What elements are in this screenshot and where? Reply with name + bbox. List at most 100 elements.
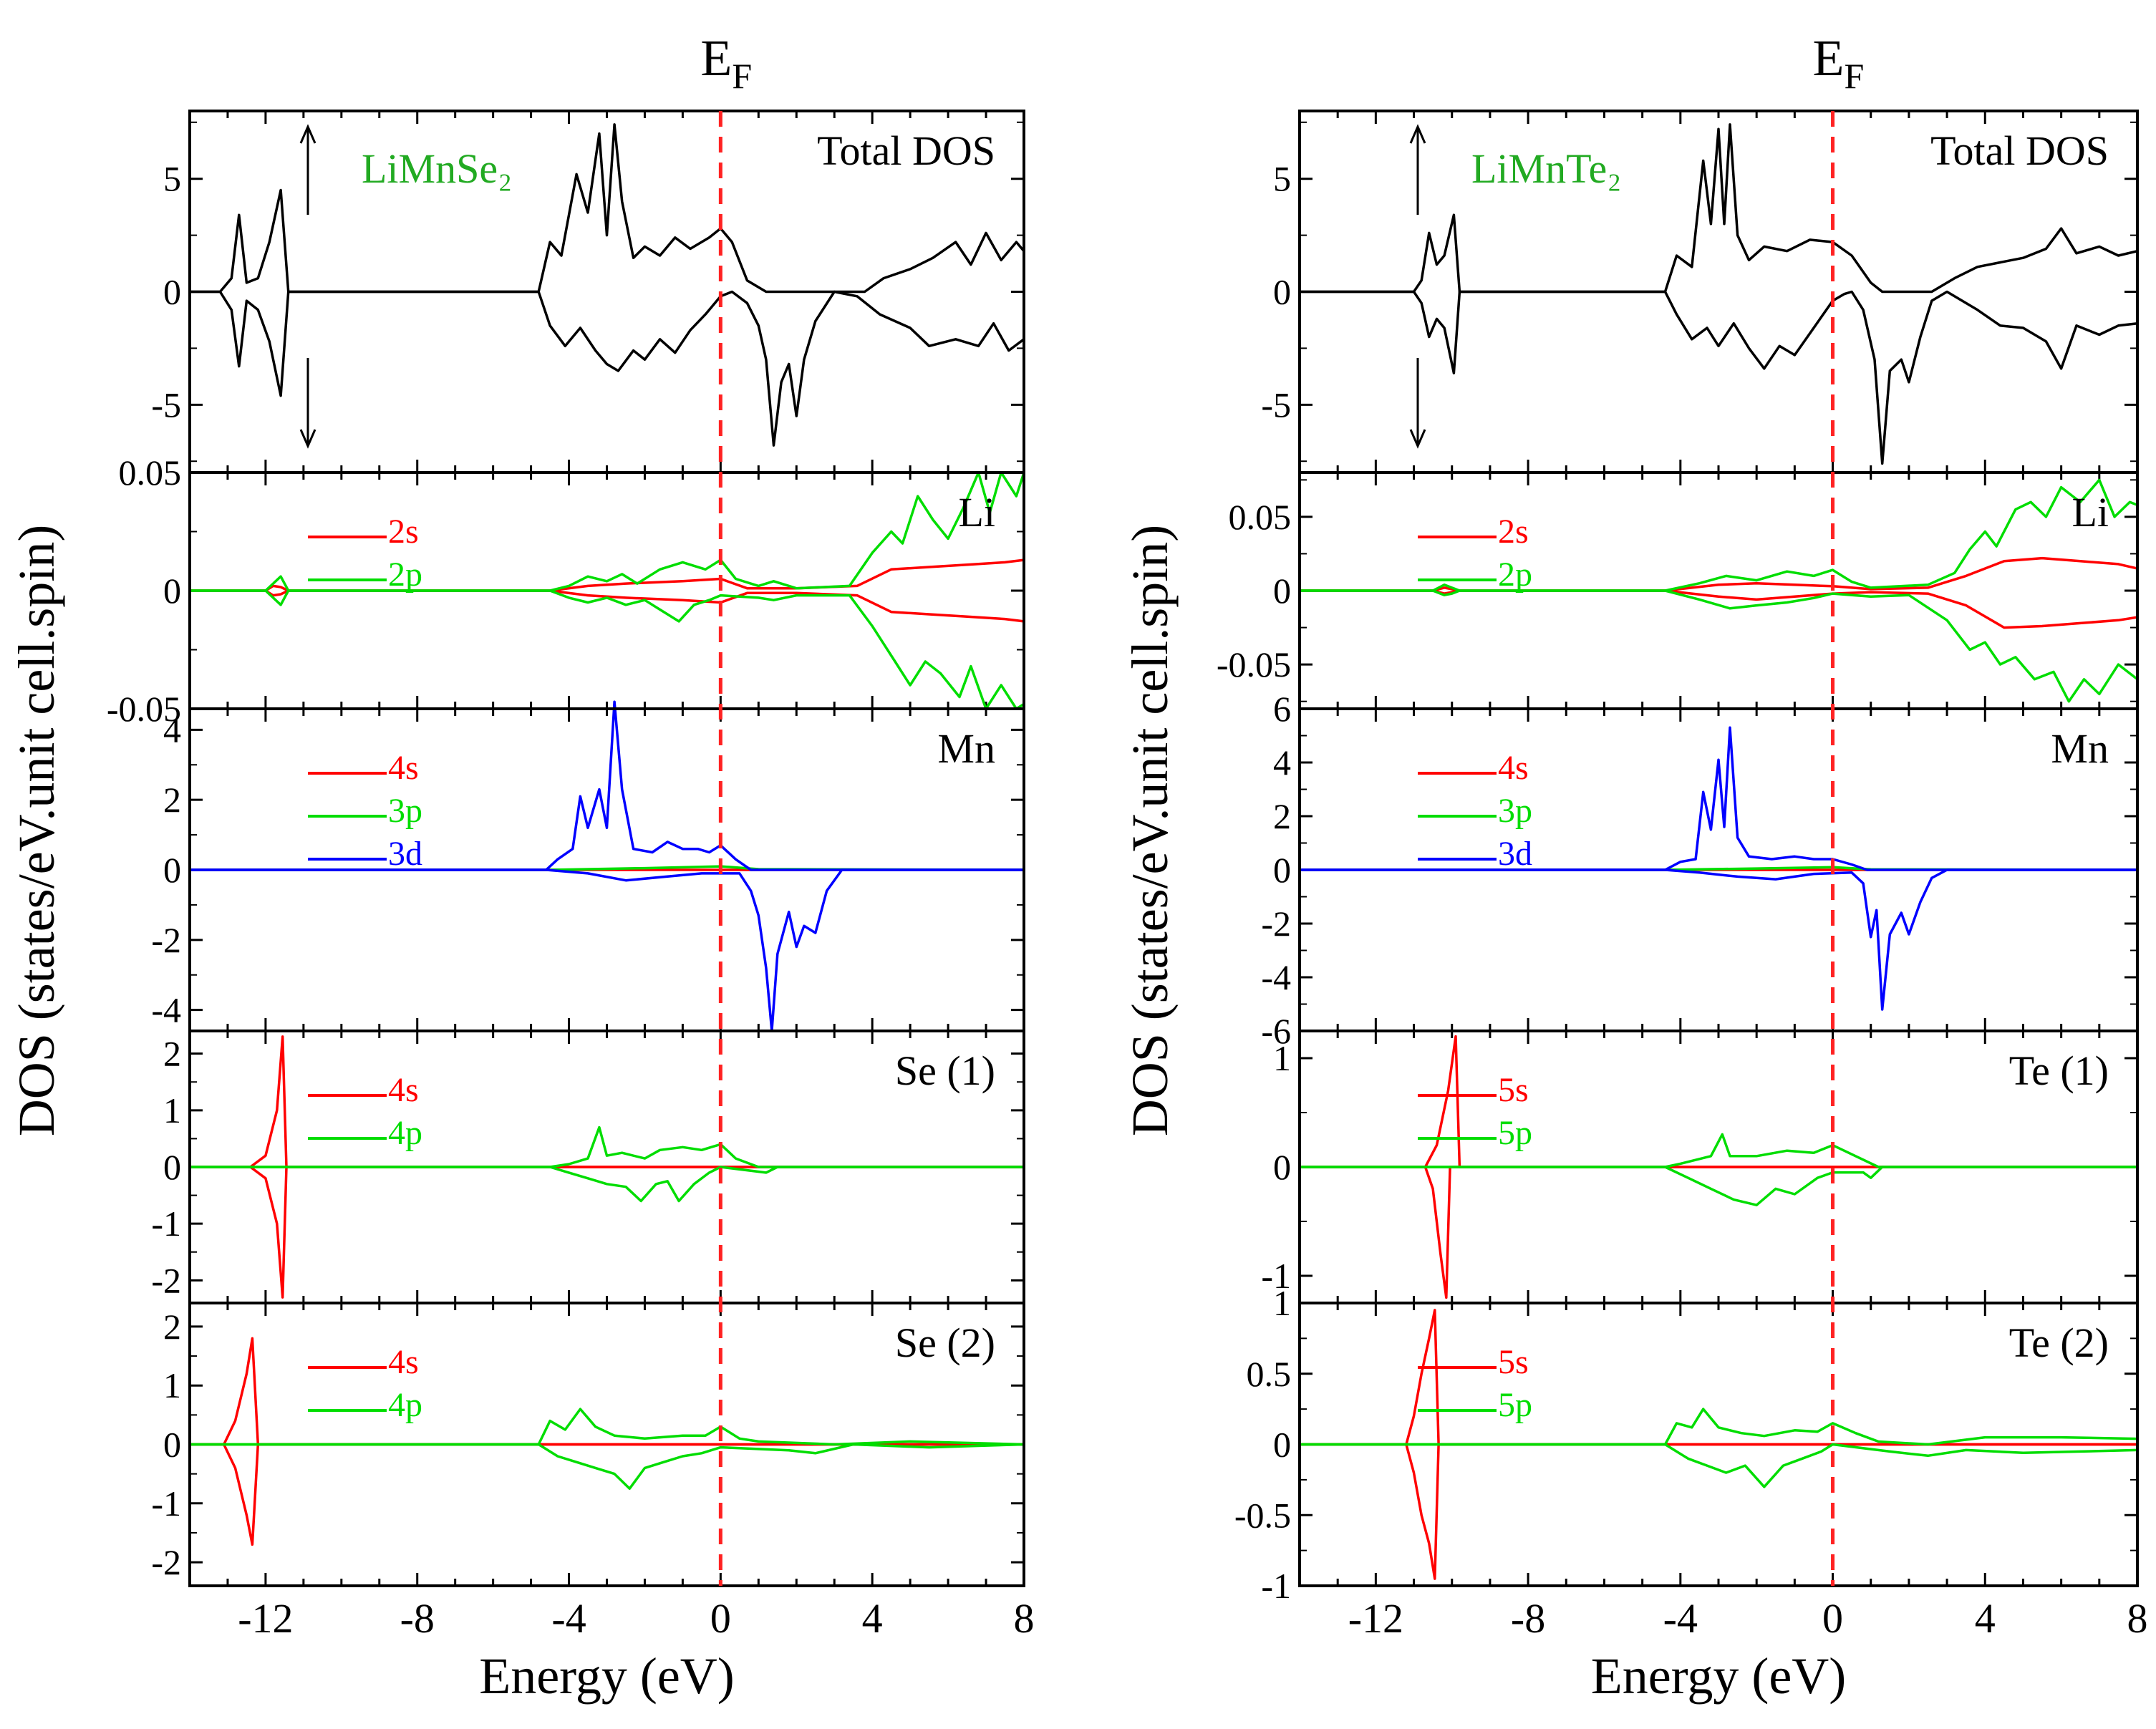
- y-tick-label: -2: [1261, 904, 1291, 944]
- legend-label: 4s: [388, 1071, 419, 1109]
- legend-label: 4s: [1498, 749, 1529, 787]
- panel-frame: [1298, 1302, 2139, 1587]
- panel-title: Mn: [937, 725, 995, 772]
- y-tick-label: -2: [151, 1260, 181, 1300]
- panel-title: Se (1): [895, 1047, 995, 1094]
- panel-se-1: 2 1 0 -1 -2 Se (1) 4s 4p: [151, 1030, 1025, 1304]
- x-axis-label: Energy (eV): [479, 1647, 735, 1705]
- y-tick-label: 0.05: [1229, 497, 1292, 537]
- curve-up: [1300, 123, 2138, 294]
- y-tick-label: 6: [1273, 689, 1291, 729]
- legend-label: 2p: [1498, 556, 1532, 594]
- panel-title: Te (1): [2009, 1047, 2109, 1094]
- y-axis-label: DOS (states/eV.unit cell.spin): [8, 525, 65, 1137]
- y-tick-label: -1: [1261, 1566, 1291, 1606]
- curve-3d-down: [190, 868, 1024, 1032]
- legend-label: 2s: [388, 513, 419, 551]
- panel-te-2: 1 0.5 0 -0.5 -1 Te (2) 5s 5p: [1234, 1283, 2139, 1606]
- panel-se-2: 2 1 0 -1 -2 Se (2) 4s 4p: [151, 1302, 1025, 1587]
- curve-2s-up: [1300, 556, 2138, 592]
- y-tick-label: 0: [163, 272, 181, 312]
- panel-te-1: 1 0 -1 Te (1) 5s 5p: [1261, 1030, 2139, 1304]
- panel-title: Se (2): [895, 1319, 995, 1366]
- y-tick-label: 2: [163, 1307, 181, 1347]
- x-tick-label: 8: [2127, 1595, 2148, 1642]
- spin-down-arrowhead: [299, 429, 316, 449]
- x-tick-label: -4: [551, 1595, 586, 1642]
- x-tick-label: 4: [862, 1595, 883, 1642]
- y-tick-label: -1: [1261, 1256, 1291, 1296]
- curve-5s-down: [1300, 1443, 2137, 1580]
- curve-2p-down: [190, 589, 1025, 710]
- y-tick-label: 2: [163, 1034, 181, 1074]
- legend-label: 2s: [1498, 513, 1529, 551]
- panel-title: Total DOS: [817, 127, 995, 174]
- curve-5p-up: [1300, 1408, 2138, 1446]
- y-tick-label: 0: [163, 850, 181, 890]
- curve-down: [1300, 290, 2138, 465]
- y-tick-label: -2: [151, 920, 181, 960]
- curve-5p-down: [1300, 1443, 2138, 1488]
- legend-label: 5s: [1498, 1343, 1529, 1381]
- curve-5s-up: [1300, 1309, 2137, 1446]
- panel-total-dos: 5 0 -5 Total DOS LiMnTe₂: [1261, 110, 2139, 474]
- y-tick-label: 0.5: [1247, 1354, 1292, 1394]
- curve-3d-up: [190, 700, 1024, 871]
- curve-4p-down: [190, 1166, 1024, 1203]
- panel-li: 0.05 0 -0.05 Li 2s 2p: [107, 452, 1025, 729]
- curve-2s-down: [1300, 589, 2138, 629]
- x-tick-label: 4: [1975, 1595, 1996, 1642]
- y-tick-label: 0: [1273, 1425, 1291, 1465]
- fermi-level-subscript: F: [1845, 56, 1865, 96]
- y-tick-label: -2: [151, 1542, 181, 1582]
- x-tick-label: 8: [1014, 1595, 1035, 1642]
- legend-label: 3d: [1498, 835, 1532, 873]
- chart-right: DOS (states/eV.unit cell.spin)EF50-5Tota…: [1121, 29, 2148, 1705]
- panel-mn: 4 2 0 -2 -4 Mn 4s 3p 3d: [151, 700, 1025, 1032]
- y-tick-label: 4: [163, 709, 181, 750]
- panel-title: Total DOS: [1930, 127, 2109, 174]
- fermi-level-label: EF: [700, 29, 752, 96]
- x-tick-label: -12: [238, 1595, 293, 1642]
- y-tick-label: 5: [1273, 159, 1291, 199]
- legend-label: 5s: [1498, 1071, 1529, 1109]
- curve-4p-up: [190, 1408, 1025, 1446]
- fermi-level-subscript: F: [732, 56, 752, 96]
- curve-2p-down: [1300, 589, 2139, 703]
- y-tick-label: 0: [1273, 850, 1291, 890]
- y-tick-label: 0.05: [119, 452, 182, 493]
- legend-label: 2p: [388, 556, 422, 594]
- y-tick-label: 2: [1273, 796, 1291, 836]
- y-tick-label: 0: [163, 1425, 181, 1465]
- y-tick-label: 0: [163, 1147, 181, 1187]
- spin-down-arrowhead: [1409, 429, 1426, 449]
- compound-label: LiMnTe₂: [1471, 145, 1621, 192]
- x-tick-label: 0: [710, 1595, 731, 1642]
- panel-total-dos: 5 0 -5 Total DOS LiMnSe₂: [151, 110, 1025, 474]
- x-axis-label: Energy (eV): [1591, 1647, 1847, 1705]
- y-tick-label: 1: [163, 1090, 181, 1130]
- x-tick-label: 0: [1822, 1595, 1843, 1642]
- curve-3d-down: [1300, 868, 2137, 1011]
- curve-4p-down: [190, 1443, 1025, 1490]
- legend-label: 3p: [388, 792, 422, 830]
- y-tick-label: -4: [1261, 957, 1291, 997]
- y-tick-label: 1: [163, 1365, 181, 1405]
- panel-mn: 6 4 2 0 -2 -4 -6 Mn 4s 3p 3d: [1261, 689, 2139, 1051]
- x-tick-label: -8: [1511, 1595, 1545, 1642]
- curve-up: [190, 123, 1025, 294]
- y-tick-label: -5: [151, 384, 181, 425]
- y-tick-label: 0: [1273, 1147, 1291, 1187]
- y-tick-label: -0.05: [1217, 644, 1291, 684]
- y-axis-label: DOS (states/eV.unit cell.spin): [1121, 525, 1179, 1137]
- y-tick-label: -5: [1261, 384, 1291, 425]
- legend-label: 4s: [388, 1343, 419, 1381]
- curve-5p-down: [1300, 1166, 2137, 1206]
- spin-up-arrowhead: [299, 124, 316, 144]
- y-tick-label: -0.5: [1234, 1495, 1291, 1535]
- y-tick-label: 5: [163, 159, 181, 199]
- panel-li: 0.05 0 -0.05 Li 2s 2p: [1217, 471, 2139, 710]
- curve-4p-up: [190, 1125, 1024, 1168]
